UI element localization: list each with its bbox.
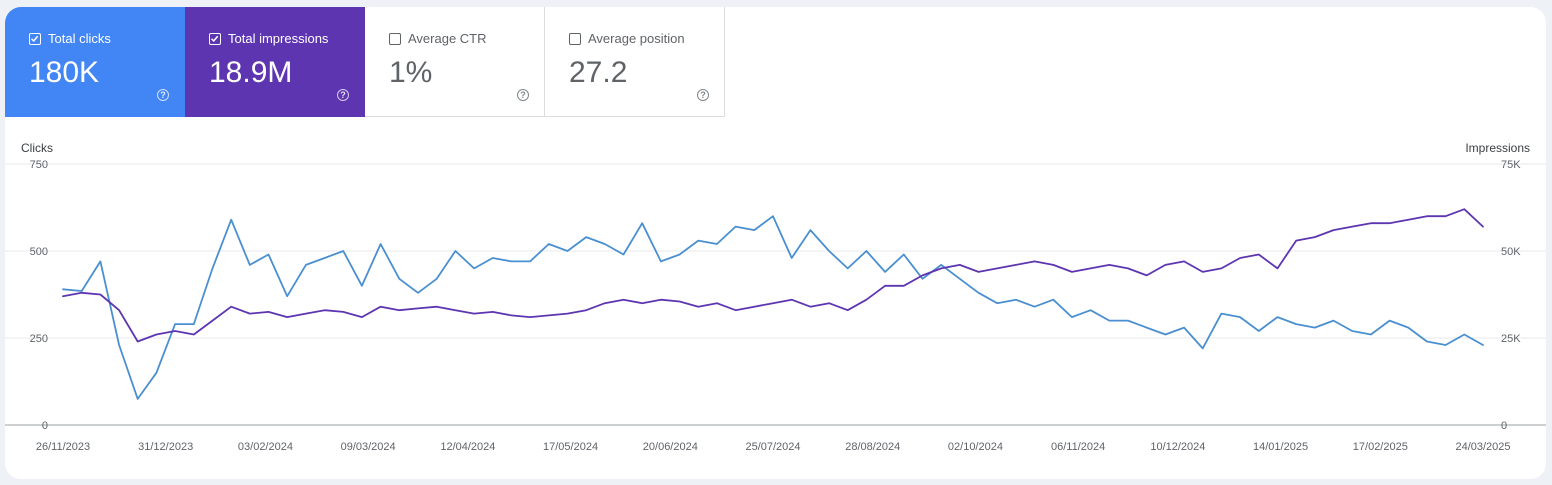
help-icon[interactable]: ? (517, 89, 529, 101)
series-line[interactable] (62, 208, 1484, 343)
x-tick-label: 17/05/2024 (543, 441, 598, 453)
x-tick-label: 20/06/2024 (643, 441, 698, 453)
metric-value: 18.9M (209, 56, 293, 89)
metric-label: Average position (588, 31, 685, 46)
x-tick-label: 06/11/2024 (1051, 441, 1105, 453)
metric-value: 180K (29, 56, 100, 89)
series-line[interactable] (62, 215, 1484, 400)
checkbox-icon[interactable] (29, 33, 41, 45)
left-tick-label: 0 (42, 420, 48, 432)
metric-value: 27.2 (569, 56, 628, 89)
x-tick-label: 31/12/2023 (138, 441, 193, 453)
right-tick-label: 0 (1501, 420, 1507, 432)
left-axis-title: Clicks (21, 141, 53, 155)
x-tick-label: 24/03/2025 (1455, 441, 1510, 453)
performance-chart[interactable]: 750 75K 500 50K 250 25K 0 0 26/11/2023 31/12/2023… (5, 7, 1546, 479)
left-tick-label: 750 (30, 159, 48, 171)
metric-value: 1% (389, 56, 433, 89)
average-ctr-tile[interactable]: Average CTR 1% ? (365, 7, 545, 117)
x-tick-label: 14/01/2025 (1253, 441, 1308, 453)
total-clicks-tile[interactable]: Total clicks 180K ? (5, 7, 185, 117)
checkbox-icon[interactable] (569, 33, 581, 45)
x-tick-label: 10/12/2024 (1150, 441, 1205, 453)
x-tick-label: 26/11/2023 (36, 441, 90, 453)
x-tick-label: 09/03/2024 (341, 441, 396, 453)
left-tick-label: 500 (30, 246, 48, 258)
x-tick-label: 17/02/2025 (1353, 441, 1408, 453)
help-icon[interactable]: ? (337, 89, 349, 101)
metric-label: Total impressions (228, 31, 329, 46)
metric-label: Total clicks (48, 31, 111, 46)
metric-label: Average CTR (408, 31, 487, 46)
right-axis-title: Impressions (1465, 141, 1530, 155)
checkbox-icon[interactable] (209, 33, 221, 45)
right-tick-label: 25K (1501, 333, 1521, 345)
total-impressions-tile[interactable]: Total impressions 18.9M ? (185, 7, 365, 117)
help-icon[interactable]: ? (697, 89, 709, 101)
x-tick-label: 28/08/2024 (845, 441, 900, 453)
x-tick-label: 25/07/2024 (745, 441, 800, 453)
right-tick-label: 50K (1501, 246, 1521, 258)
x-tick-label: 02/10/2024 (948, 441, 1003, 453)
left-tick-label: 250 (30, 333, 48, 345)
x-tick-label: 03/02/2024 (238, 441, 293, 453)
average-position-tile[interactable]: Average position 27.2 ? (545, 7, 725, 117)
help-icon[interactable]: ? (157, 89, 169, 101)
performance-card: Total clicks 180K ? Total impressions 18… (5, 7, 1546, 479)
right-tick-label: 75K (1501, 159, 1521, 171)
checkbox-icon[interactable] (389, 33, 401, 45)
metric-tiles: Total clicks 180K ? Total impressions 18… (5, 7, 725, 117)
x-tick-label: 12/04/2024 (440, 441, 495, 453)
